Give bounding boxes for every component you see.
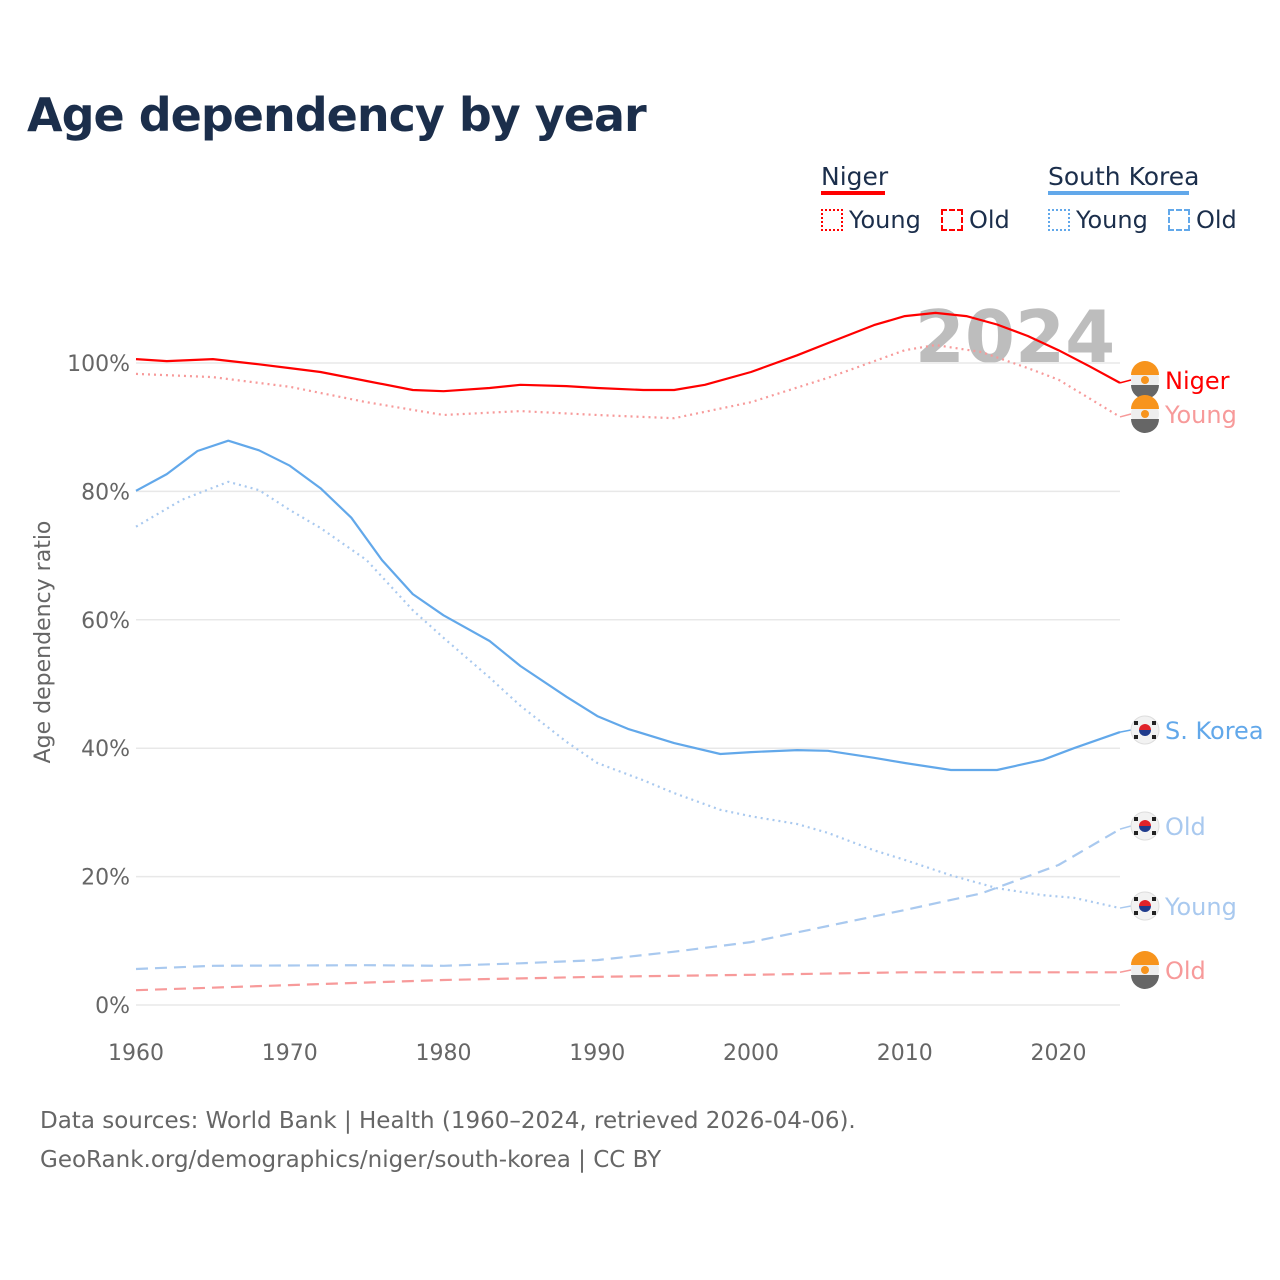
end-label: Niger (1165, 367, 1230, 395)
series-line-south-korea-old (135, 828, 1121, 971)
series-line-south-korea-young (135, 480, 1121, 910)
y-tick-label: 80% (81, 480, 130, 505)
niger-flag-icon (1131, 395, 1159, 433)
dotted-swatch-icon (821, 209, 843, 231)
x-tick-label: 1960 (108, 1041, 164, 1066)
source-line-1: Data sources: World Bank | Health (1960–… (40, 1108, 856, 1134)
korea-flag-icon (1130, 891, 1160, 921)
end-leader (1119, 825, 1132, 830)
end-leader (1119, 969, 1132, 973)
end-label: Young (1164, 401, 1237, 429)
x-tick-label: 2020 (1031, 1041, 1087, 1066)
legend-niger-heading: Niger (821, 162, 889, 191)
legend-label: Old (969, 206, 1010, 234)
y-tick-label: 0% (95, 994, 130, 1019)
series-line-niger (135, 311, 1121, 393)
y-tick-label: 20% (81, 866, 130, 891)
end-leader (1119, 379, 1132, 384)
x-tick-label: 1990 (569, 1041, 625, 1066)
korea-flag-icon (1130, 715, 1160, 745)
y-tick-label: 100% (67, 352, 130, 377)
end-label: Old (1165, 813, 1206, 841)
dotted-swatch-icon (1048, 209, 1070, 231)
x-tick-label: 1980 (416, 1041, 472, 1066)
y-axis-label: Age dependency ratio (31, 521, 56, 764)
korea-flag-icon (1130, 811, 1160, 841)
plot-area: 2024 0% 20% 40% 60% 80% 100% 1960 1970 1980 1990 2… (31, 295, 1264, 1066)
legend-korea-old[interactable]: Old (1168, 206, 1237, 234)
legend-label: Young (1076, 206, 1148, 234)
end-leader (1119, 729, 1132, 733)
dashed-swatch-icon (1168, 209, 1190, 231)
series-line-niger-old (135, 971, 1120, 992)
dashed-swatch-icon (941, 209, 963, 231)
legend-niger-young[interactable]: Young (821, 206, 921, 234)
x-tick-label: 1970 (262, 1041, 318, 1066)
end-label: S. Korea (1165, 717, 1264, 745)
source-line-2: GeoRank.org/demographics/niger/south-kor… (40, 1147, 662, 1173)
legend-korea-bar (1048, 191, 1189, 195)
year-watermark: 2024 (915, 295, 1115, 379)
end-label: Old (1165, 957, 1206, 985)
y-tick-label: 60% (81, 609, 130, 634)
legend-korea-heading: South Korea (1048, 162, 1200, 191)
series-line-south-korea (135, 439, 1121, 772)
legend-label: Young (849, 206, 921, 234)
legend-niger-old[interactable]: Old (941, 206, 1010, 234)
legend-korea-young[interactable]: Young (1048, 206, 1148, 234)
legend-niger-bar (821, 191, 885, 195)
legend-label: Old (1196, 206, 1237, 234)
niger-flag-icon (1131, 951, 1159, 989)
x-tick-label: 2000 (723, 1041, 779, 1066)
x-tick-label: 2010 (877, 1041, 933, 1066)
niger-flag-icon (1131, 361, 1159, 399)
end-leader (1119, 413, 1132, 418)
end-leader (1119, 905, 1132, 909)
y-tick-label: 40% (81, 737, 130, 762)
chart-title: Age dependency by year (27, 88, 647, 142)
end-label: Young (1164, 893, 1237, 921)
